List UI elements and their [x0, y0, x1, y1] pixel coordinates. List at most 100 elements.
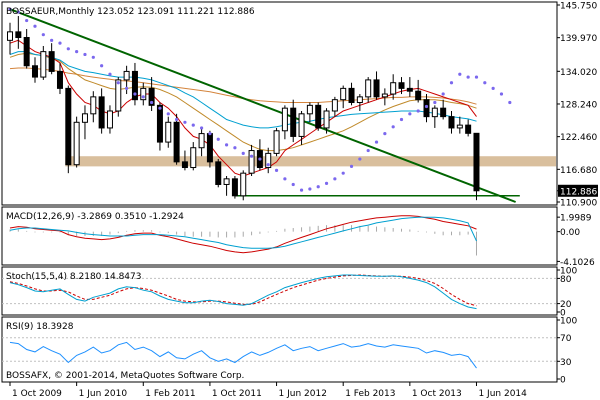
candle-37: [315, 102, 322, 131]
candle-body-49: [415, 90, 422, 101]
candle-10: [90, 91, 97, 123]
supply-demand-zone: [65, 156, 556, 167]
sar-dot-13: [116, 81, 120, 85]
sar-dot-56: [474, 75, 479, 79]
sar-dot-28: [241, 151, 245, 155]
candle-body-25: [215, 161, 222, 185]
candle-body-40: [340, 87, 347, 101]
macd-main-line: [9, 216, 477, 249]
candle-43: [365, 77, 372, 103]
candle-body-54: [456, 124, 463, 129]
sar-dot-35: [299, 188, 304, 192]
candle-5: [48, 43, 55, 75]
sar-dot-38: [324, 181, 329, 185]
rsi-title: RSI(9) 18.3928: [6, 322, 74, 332]
downtrend-line: [9, 8, 516, 203]
candle-body-5: [48, 51, 55, 72]
candle-35: [298, 110, 305, 145]
x-tick-label-6: 1 Oct 2013: [412, 389, 462, 399]
candle-55: [465, 119, 472, 137]
candle-body-46: [390, 82, 397, 95]
candle-7: [65, 85, 72, 174]
candle-0: [7, 22, 13, 55]
candle-body-27: [231, 178, 238, 197]
candle-36: [306, 102, 313, 123]
sar-dot-41: [349, 164, 354, 168]
stoch-y-tick-0: 100: [560, 267, 577, 277]
rsi-y-tick-1: 70: [560, 334, 572, 344]
x-tick-label-1: 1 Jun 2010: [79, 389, 128, 399]
candle-body-42: [356, 96, 363, 104]
sar-dot-52: [441, 92, 445, 96]
candle-body-11: [98, 96, 105, 129]
sar-dot-51: [433, 100, 437, 105]
sar-dot-32: [274, 168, 279, 172]
candle-21: [181, 150, 188, 171]
macd-title: MACD(12,26,9) -3.2869 0.3510 -1.2924: [6, 212, 184, 222]
candle-body-14: [123, 70, 130, 81]
sar-dot-25: [216, 137, 220, 141]
sar-dot-19: [166, 112, 170, 116]
price-y-tick-2: 134.020: [560, 68, 597, 78]
candle-22: [190, 142, 197, 171]
candle-body-37: [315, 104, 322, 129]
sar-dot-9: [83, 52, 87, 57]
candle-28: [240, 170, 247, 201]
candle-body-16: [140, 87, 147, 101]
sar-dot-27: [233, 146, 237, 150]
sar-dot-16: [141, 95, 145, 99]
sar-dot-18: [158, 106, 162, 110]
sar-dot-34: [291, 182, 295, 187]
sar-dot-4: [41, 33, 45, 37]
candle-body-34: [290, 107, 297, 137]
candle-body-24: [206, 133, 213, 163]
sar-dot-55: [466, 75, 470, 79]
macd-y-tick-1: 0.00: [560, 228, 580, 238]
rsi-panel: 100 70 30 0: [1, 316, 577, 386]
candle-2: [23, 29, 30, 69]
sar-dot-11: [100, 64, 104, 68]
sar-dot-49: [416, 109, 420, 113]
sar-dot-44: [374, 140, 379, 144]
candle-38: [323, 108, 330, 134]
candle-body-38: [323, 110, 330, 129]
candle-body-18: [156, 104, 163, 143]
copyright-footer: BOSSAFX, © 2001-2014, MetaQuotes Softwar…: [6, 371, 244, 381]
candle-49: [415, 79, 422, 103]
candle-body-21: [181, 161, 188, 169]
candle-body-51: [431, 107, 438, 118]
price-y-tick-0: 145.750: [560, 2, 597, 12]
price-last-label-bg: [558, 184, 598, 197]
macd-signal-line: [9, 215, 477, 254]
candle-body-29: [248, 150, 255, 174]
candle-body-20: [173, 121, 180, 163]
stoch-y-tick-3: 0: [560, 309, 566, 319]
candle-3: [31, 57, 38, 83]
sar-dot-40: [341, 171, 345, 175]
candle-body-9: [81, 113, 88, 123]
stoch-k-line: [9, 274, 477, 310]
candle-body-1: [15, 31, 22, 39]
candle-body-56: [473, 132, 480, 192]
candle-body-7: [65, 87, 72, 166]
candle-31: [265, 147, 272, 174]
sar-dot-37: [316, 185, 320, 189]
candle-1: [15, 16, 22, 49]
candle-29: [248, 144, 255, 176]
rsi-frame: [1, 316, 558, 383]
candle-42: [356, 94, 363, 111]
sar-dot-8: [75, 50, 79, 54]
candle-body-15: [131, 70, 138, 101]
price-y-tick-1: 139.970: [560, 34, 597, 44]
candle-34: [290, 99, 297, 143]
price-y-tick-5: 116.680: [560, 166, 597, 176]
x-tick-label-5: 1 Feb 2013: [345, 389, 395, 399]
sar-dot-21: [183, 120, 187, 124]
candle-body-39: [331, 99, 338, 112]
price-title: BOSSAEUR,Monthly 123.052 123.091 111.221…: [6, 7, 255, 17]
candle-body-36: [306, 104, 313, 115]
stochastic-title: Stoch(15,5,4) 8.2180 14.8473: [6, 272, 141, 282]
candle-body-28: [240, 172, 247, 197]
sar-dot-26: [224, 143, 229, 147]
